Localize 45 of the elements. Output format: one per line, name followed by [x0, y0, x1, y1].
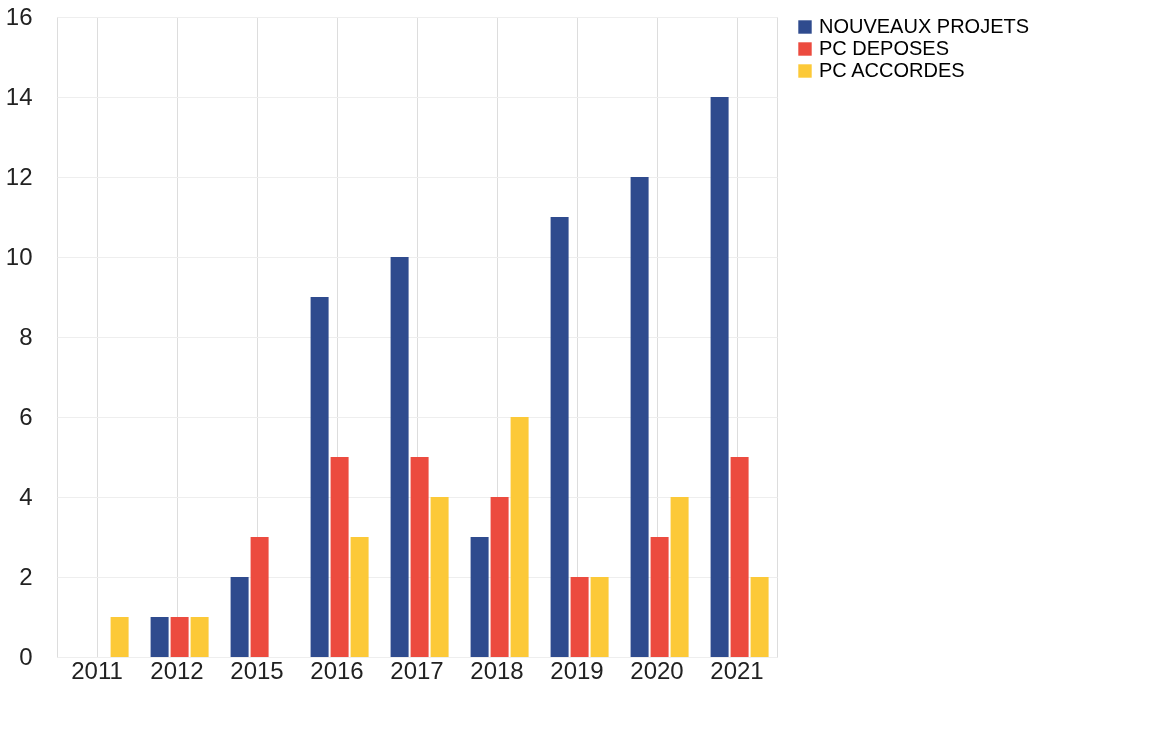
bar — [470, 537, 489, 657]
bar — [570, 577, 589, 657]
x-tick-label: 2011 — [71, 656, 123, 684]
bar — [650, 537, 669, 657]
bar — [350, 537, 369, 657]
x-tick-label: 2019 — [550, 656, 604, 684]
y-tick-label: 6 — [19, 402, 33, 430]
x-tick-label: 2021 — [710, 656, 764, 684]
x-tick-label: 2012 — [150, 656, 204, 684]
y-tick-label: 10 — [5, 242, 33, 270]
bar — [330, 457, 349, 657]
y-tick-label: 14 — [5, 82, 33, 110]
bar — [510, 417, 529, 657]
bar — [250, 537, 269, 657]
bar — [430, 497, 449, 657]
x-tick-label: 2016 — [310, 656, 364, 684]
bar — [190, 617, 209, 657]
bar — [590, 577, 609, 657]
legend-label: NOUVEAUX PROJETS — [819, 15, 1030, 37]
bar — [310, 297, 329, 657]
y-tick-label: 16 — [5, 2, 33, 30]
x-tick-label: 2020 — [630, 656, 684, 684]
y-tick-label: 0 — [19, 642, 33, 670]
bar — [490, 497, 509, 657]
bar — [670, 497, 689, 657]
bar — [170, 617, 189, 657]
bar — [150, 617, 169, 657]
bar — [750, 577, 769, 657]
bar — [390, 257, 409, 657]
x-tick-label: 2018 — [470, 656, 524, 684]
x-tick-label: 2015 — [230, 656, 284, 684]
bar — [730, 457, 749, 657]
y-tick-label: 2 — [19, 562, 33, 590]
bar — [710, 97, 729, 657]
y-tick-label: 8 — [19, 322, 33, 350]
bar — [410, 457, 429, 657]
bar — [550, 217, 569, 657]
bar — [110, 617, 129, 657]
legend-label: PC ACCORDES — [819, 59, 965, 81]
y-tick-label: 4 — [19, 482, 33, 510]
bar — [630, 177, 649, 657]
y-tick-label: 12 — [5, 162, 33, 190]
legend-label: PC DEPOSES — [819, 37, 950, 59]
x-tick-label: 2017 — [390, 656, 444, 684]
bar — [230, 577, 249, 657]
